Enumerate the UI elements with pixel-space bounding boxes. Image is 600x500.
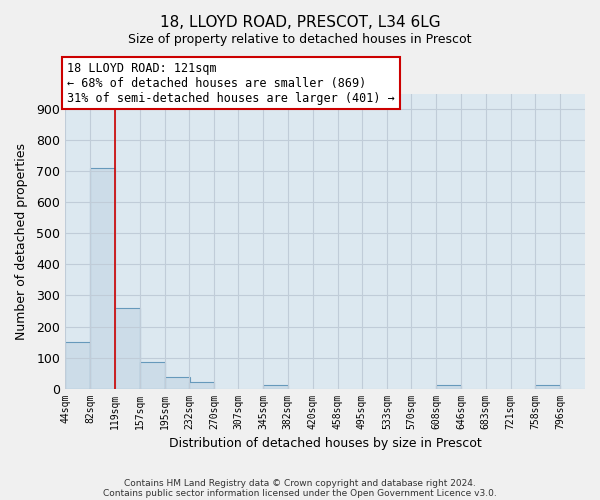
- Bar: [189, 382, 214, 388]
- Text: Size of property relative to detached houses in Prescot: Size of property relative to detached ho…: [128, 32, 472, 46]
- Text: Contains HM Land Registry data © Crown copyright and database right 2024.: Contains HM Land Registry data © Crown c…: [124, 478, 476, 488]
- Bar: [263, 386, 288, 388]
- Bar: [164, 377, 190, 388]
- Bar: [65, 342, 90, 388]
- Bar: [535, 386, 560, 388]
- Text: 18, LLOYD ROAD, PRESCOT, L34 6LG: 18, LLOYD ROAD, PRESCOT, L34 6LG: [160, 15, 440, 30]
- Text: Contains public sector information licensed under the Open Government Licence v3: Contains public sector information licen…: [103, 488, 497, 498]
- X-axis label: Distribution of detached houses by size in Prescot: Distribution of detached houses by size …: [169, 437, 481, 450]
- Bar: [140, 362, 164, 388]
- Text: 18 LLOYD ROAD: 121sqm
← 68% of detached houses are smaller (869)
31% of semi-det: 18 LLOYD ROAD: 121sqm ← 68% of detached …: [67, 62, 395, 104]
- Bar: [115, 308, 140, 388]
- Bar: [90, 168, 115, 388]
- Y-axis label: Number of detached properties: Number of detached properties: [15, 142, 28, 340]
- Bar: [436, 386, 461, 388]
